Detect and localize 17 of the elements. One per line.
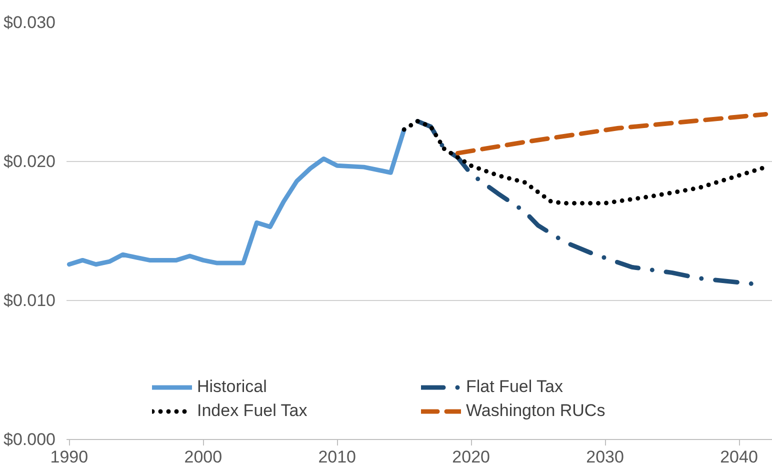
legend-label: Flat Fuel Tax [466,377,564,397]
legend-label: Index Fuel Tax [197,401,308,421]
x-tick-label: 2000 [184,448,222,465]
legend-label: Washington RUCs [466,401,606,421]
line-series [415,118,755,286]
x-tick-label: 2010 [318,448,356,465]
y-tick-label: $0.020 [4,152,56,171]
line-series [455,112,768,156]
legend-label: Historical [197,377,268,397]
x-tick-label: 2020 [452,448,490,465]
x-tick-label: 2040 [720,448,758,465]
x-tick-label: 1990 [50,448,88,465]
y-tick-label: $0.030 [4,13,56,32]
x-tick-label: 2030 [586,448,624,465]
line-series [66,127,406,267]
y-tick-label: $0.010 [4,291,56,310]
y-tick-label: $0.000 [4,430,56,449]
